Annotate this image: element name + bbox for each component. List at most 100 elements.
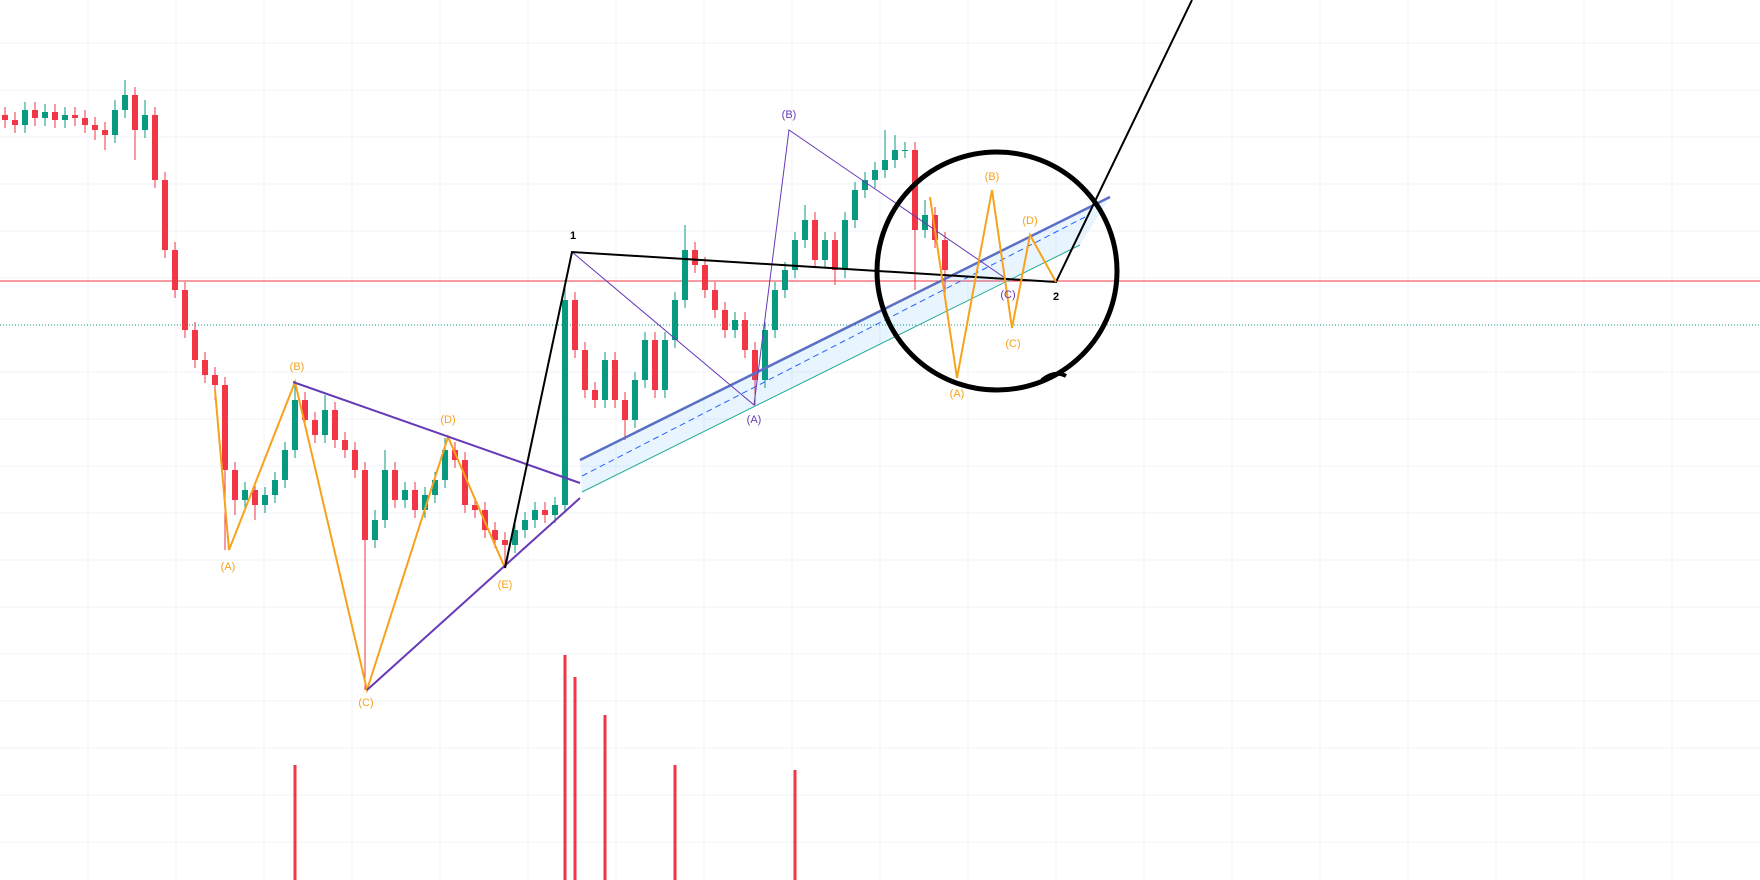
candle-body <box>902 150 908 151</box>
candle-body <box>372 520 378 540</box>
candle-body <box>822 240 828 260</box>
volume-bar <box>573 677 577 880</box>
candle-body <box>522 520 528 530</box>
candle-body <box>552 505 558 515</box>
wave-label: (C) <box>1000 289 1015 301</box>
candle-body <box>752 350 758 380</box>
channel-bottom <box>581 244 1081 493</box>
labels: (A) (B) (C) (D) (E) 1 (A) (B) (C) (A) (B… <box>221 109 1059 709</box>
candle-body <box>12 120 18 125</box>
candle-body <box>612 360 618 400</box>
wave-label: (E) <box>498 579 513 591</box>
candle-body <box>302 400 308 420</box>
candle-body <box>512 530 518 545</box>
candle-body <box>142 115 148 130</box>
wave-label: (C) <box>1005 338 1020 350</box>
candle-body <box>382 470 388 520</box>
candle-body <box>832 240 838 270</box>
candles <box>2 80 948 880</box>
candle-body <box>152 115 158 180</box>
candle-body <box>2 115 8 120</box>
wave-label: (B) <box>782 109 797 121</box>
candle-body <box>312 420 318 435</box>
wave-black <box>504 0 1193 569</box>
candle-body <box>862 180 868 190</box>
candle-body <box>92 125 98 130</box>
candle-body <box>262 495 268 505</box>
candle-body <box>352 450 358 470</box>
wave-label: (C) <box>358 697 373 709</box>
candle-body <box>592 390 598 400</box>
candle-body <box>472 505 478 510</box>
wave-label: (A) <box>747 414 762 426</box>
candle-body <box>412 490 418 510</box>
candle-body <box>802 220 808 240</box>
candle-body <box>222 385 228 470</box>
candle-body <box>202 360 208 375</box>
drawings <box>214 0 1193 694</box>
candle-body <box>442 450 448 480</box>
wave-orange-2 <box>929 189 1057 379</box>
candle-body <box>192 330 198 360</box>
candle-body <box>52 112 58 120</box>
candle-body <box>712 290 718 310</box>
candle-body <box>682 250 688 300</box>
candle-body <box>872 170 878 180</box>
candle-body <box>582 350 588 390</box>
candle-body <box>662 340 668 390</box>
candle-body <box>242 490 248 500</box>
volume-bar <box>603 715 607 880</box>
candle-body <box>362 470 368 540</box>
candle-body <box>462 460 468 505</box>
candle-body <box>672 300 678 340</box>
candle-body <box>642 340 648 380</box>
candle-body <box>502 540 508 545</box>
candle-body <box>82 118 88 125</box>
candle-body <box>72 115 78 118</box>
candle-body <box>432 480 438 495</box>
candle-body <box>632 380 638 420</box>
candle-body <box>572 300 578 350</box>
candle-body <box>892 150 898 160</box>
candle-body <box>722 310 728 330</box>
candle-body <box>232 470 238 500</box>
candle-body <box>322 410 328 435</box>
wave-label: 1 <box>570 230 576 242</box>
candle-body <box>562 300 568 505</box>
candle-body <box>422 495 428 510</box>
triangle-top <box>292 381 581 484</box>
candle-body <box>392 470 398 500</box>
candle-body <box>542 510 548 515</box>
volume-bar <box>673 765 677 880</box>
candle-body <box>172 250 178 290</box>
candle-body <box>62 115 68 120</box>
candle-body <box>922 215 928 230</box>
candle-body <box>792 240 798 270</box>
candle-body <box>252 490 258 505</box>
candle-body <box>732 320 738 330</box>
wave-label: (A) <box>950 388 965 400</box>
volume-bar <box>793 770 797 880</box>
candle-body <box>292 400 298 450</box>
candle-body <box>122 95 128 110</box>
wave-label: (A) <box>221 561 236 573</box>
circle-tail <box>1040 371 1067 382</box>
candle-body <box>162 180 168 250</box>
candle-body <box>812 220 818 260</box>
wave-label: (B) <box>290 361 305 373</box>
candle-body <box>132 95 138 130</box>
wave-label: (D) <box>1022 215 1037 227</box>
wave-label: (B) <box>985 171 1000 183</box>
candle-body <box>772 290 778 330</box>
candle-body <box>602 360 608 400</box>
candle-body <box>942 240 948 270</box>
candle-body <box>22 110 28 125</box>
candle-body <box>762 330 768 380</box>
candle-body <box>742 320 748 350</box>
wave-label: 2 <box>1053 291 1059 303</box>
candle-body <box>782 270 788 290</box>
candle-body <box>702 265 708 290</box>
